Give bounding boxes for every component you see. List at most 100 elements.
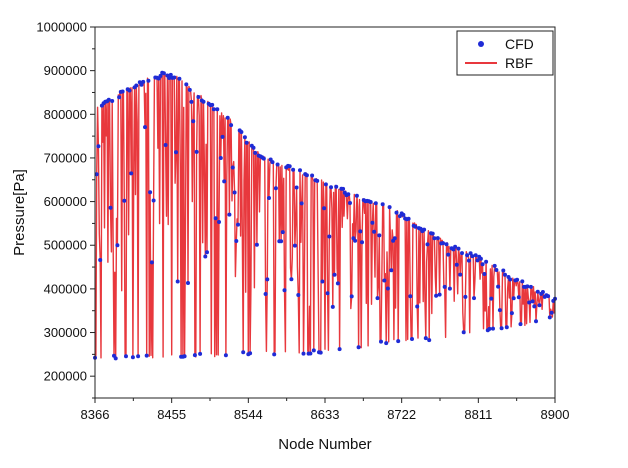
cfd-point — [496, 284, 501, 289]
cfd-point — [499, 326, 504, 331]
cfd-point — [392, 236, 397, 241]
cfd-point — [422, 227, 427, 232]
cfd-point — [454, 262, 459, 267]
cfd-point — [315, 178, 320, 183]
cfd-point — [272, 352, 277, 357]
cfd-point — [425, 242, 430, 247]
cfd-point — [291, 167, 296, 172]
cfd-point — [372, 229, 377, 234]
cfd-point — [413, 224, 418, 229]
cfd-point — [540, 290, 545, 294]
cfd-point — [299, 201, 304, 206]
cfd-point — [461, 330, 466, 335]
cfd-point — [322, 206, 327, 211]
cfd-point — [509, 311, 514, 316]
cfd-point — [251, 145, 256, 150]
cfd-point — [318, 350, 323, 355]
cfd-point — [98, 258, 103, 262]
cfd-point — [320, 279, 325, 284]
legend-cfd-marker — [478, 41, 484, 47]
cfd-point — [379, 339, 383, 344]
cfd-point — [501, 268, 506, 273]
cfd-point — [273, 186, 278, 191]
cfd-point — [265, 277, 270, 282]
cfd-point — [223, 353, 228, 358]
x-tick-label: 8722 — [387, 407, 416, 422]
x-tick-label: 8811 — [464, 407, 492, 422]
cfd-point — [341, 186, 346, 191]
cfd-point — [377, 233, 382, 238]
cfd-series — [93, 70, 557, 361]
cfd-point — [186, 281, 190, 285]
cfd-point — [110, 99, 115, 103]
cfd-point — [491, 326, 495, 331]
cfd-point — [518, 322, 523, 327]
cfd-point — [298, 168, 302, 173]
x-axis-title: Node Number — [278, 436, 371, 453]
cfd-point — [139, 82, 144, 87]
cfd-point — [384, 341, 389, 346]
y-tick-label: 700000 — [44, 150, 87, 165]
y-axis: 200000 300000 400000 500000 600000 700000 8000… — [36, 20, 95, 399]
cfd-point — [210, 102, 215, 107]
cfd-point — [229, 123, 234, 128]
cfd-point — [396, 339, 401, 344]
cfd-point — [263, 292, 268, 296]
cfd-point — [368, 200, 373, 204]
cfd-point — [220, 134, 225, 139]
cfd-point — [244, 140, 249, 145]
cfd-point — [520, 279, 525, 284]
cfd-point — [346, 192, 351, 197]
cfd-point — [148, 190, 153, 195]
cfd-point — [143, 125, 147, 130]
cfd-point — [184, 82, 189, 87]
cfd-point — [117, 95, 122, 100]
cfd-point — [310, 173, 315, 178]
cfd-point — [211, 107, 216, 112]
cfd-point — [475, 258, 480, 263]
cfd-point — [380, 202, 385, 207]
cfd-point — [106, 97, 111, 102]
cfd-point — [468, 251, 473, 256]
cfd-point — [175, 279, 180, 284]
cfd-point — [528, 284, 533, 289]
cfd-point — [534, 319, 538, 324]
cfd-point — [497, 308, 502, 313]
cfd-point — [146, 78, 151, 83]
cfd-point — [489, 296, 494, 301]
cfd-point — [394, 210, 399, 215]
cfd-point — [546, 294, 551, 299]
cfd-point — [149, 260, 154, 265]
cfd-point — [437, 292, 442, 297]
cfd-point — [406, 216, 411, 221]
y-tick-label: 600000 — [44, 194, 87, 209]
legend-box — [456, 30, 554, 76]
cfd-point — [187, 87, 192, 92]
cfd-point — [327, 234, 332, 239]
cfd-point — [441, 241, 445, 246]
cfd-point — [360, 240, 364, 245]
cfd-point — [527, 300, 532, 305]
cfd-point — [198, 351, 203, 356]
plot-area — [93, 70, 557, 361]
cfd-point — [289, 277, 294, 282]
cfd-point — [329, 185, 333, 190]
cfd-point — [463, 294, 468, 299]
cfd-point — [323, 182, 328, 187]
x-tick-label: 8366 — [81, 407, 110, 422]
cfd-point — [532, 304, 537, 309]
cfd-point — [192, 353, 197, 358]
cfd-point — [270, 160, 275, 165]
cfd-point — [124, 354, 128, 359]
cfd-point — [151, 198, 156, 203]
cfd-point — [287, 164, 292, 169]
cfd-point — [275, 162, 280, 167]
cfd-point — [525, 284, 530, 289]
cfd-point — [537, 303, 542, 308]
cfd-point — [236, 222, 240, 227]
cfd-point — [453, 244, 458, 249]
cfd-point — [242, 135, 247, 140]
cfd-point — [279, 239, 284, 244]
cfd-point — [96, 144, 101, 149]
cfd-point — [239, 130, 244, 134]
